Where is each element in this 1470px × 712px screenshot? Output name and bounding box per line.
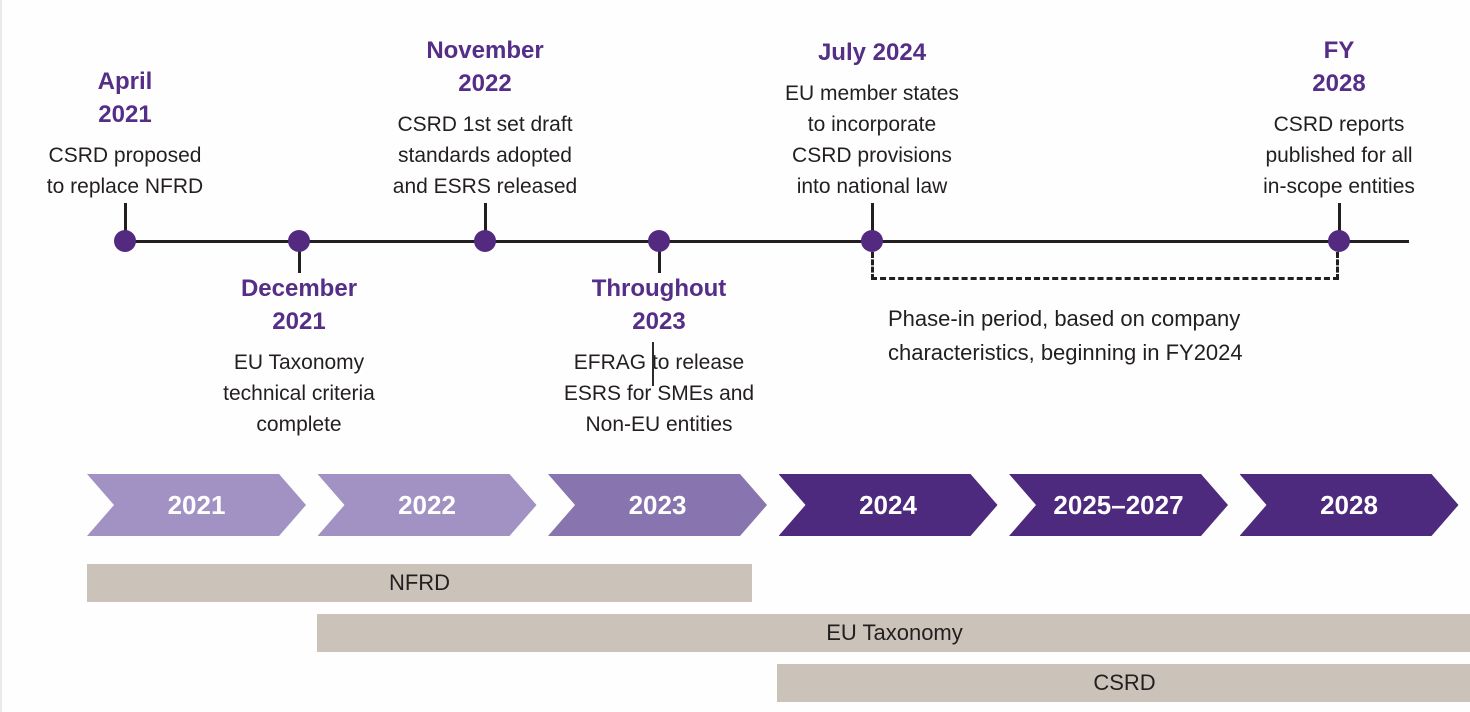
milestone-heading-line: 2021 xyxy=(272,308,326,335)
milestone-july-2024: July 2024 EU member states to incorporate C… xyxy=(717,36,1027,202)
chevron-label: 2025–2027 xyxy=(1053,489,1184,520)
milestone-heading-line: FY xyxy=(1323,37,1355,64)
year-chevron-2025–2027: 2025–2027 xyxy=(1009,474,1228,536)
milestone-body-line: standards adopted xyxy=(398,144,572,167)
milestone-heading-line: November xyxy=(426,37,544,64)
phase-in-label: Phase-in period, based on company charac… xyxy=(888,302,1243,370)
phase-in-label-line2: characteristics, beginning in FY2024 xyxy=(888,340,1243,365)
milestone-dot-throughout-2023 xyxy=(648,230,670,252)
milestone-heading-fy-2028: FY 2028 xyxy=(1184,34,1470,100)
milestone-body-line: CSRD provisions xyxy=(792,144,952,167)
milestone-dot-april-2021 xyxy=(114,230,136,252)
milestone-body-line: and ESRS released xyxy=(392,175,578,198)
milestone-tick-december-2021 xyxy=(297,241,301,273)
milestone-body-july-2024: EU member states to incorporate CSRD provi… xyxy=(717,78,1027,202)
milestone-heading-line: July 2024 xyxy=(817,39,927,66)
milestone-heading-line: 2023 xyxy=(632,308,686,335)
milestone-heading-throughout-2023: Throughout 2023 xyxy=(504,272,814,338)
milestone-december-2021: December 2021 EU Taxonomy technical criteri… xyxy=(144,272,454,440)
milestone-tick-april-2021 xyxy=(123,203,127,241)
milestone-heading-line: 2022 xyxy=(458,70,512,97)
milestone-body-line: to incorporate xyxy=(807,113,937,136)
phase-in-bracket xyxy=(871,252,1339,280)
milestone-dot-july-2024 xyxy=(861,230,883,252)
chevron-label: 2024 xyxy=(859,489,917,520)
milestone-tick-november-2022 xyxy=(483,203,487,241)
milestone-heading-november-2022: November 2022 xyxy=(330,34,640,100)
milestone-throughout-2023: Throughout 2023 EFRAG to release ESRS for S… xyxy=(504,272,814,440)
chevron-label: 2023 xyxy=(628,489,687,520)
milestone-body-line: EFRAG to release xyxy=(573,351,745,374)
chevron-label: 2028 xyxy=(1320,489,1378,520)
milestone-body-line: CSRD reports xyxy=(1273,113,1405,136)
milestone-heading-april-2021: April 2021 xyxy=(2,65,280,131)
milestone-body-line: complete xyxy=(256,413,342,436)
milestone-body-line: technical criteria xyxy=(223,382,375,405)
phase-in-label-line1: Phase-in period, based on company xyxy=(888,306,1241,331)
milestone-heading-line: December xyxy=(240,275,358,302)
milestone-heading-line: Throughout xyxy=(591,275,727,302)
year-chevron-2028: 2028 xyxy=(1240,474,1459,536)
duration-bar-csrd: CSRD xyxy=(777,664,1470,702)
milestone-heading-line: April xyxy=(97,68,153,95)
milestone-body-line: EU member states xyxy=(785,82,959,105)
milestone-dot-november-2022 xyxy=(474,230,496,252)
milestone-body-throughout-2023: EFRAG to release ESRS for SMEs and Non-EU … xyxy=(504,347,814,440)
duration-bar-nfrd: NFRD xyxy=(87,564,752,602)
duration-bar-label: CSRD xyxy=(1093,670,1156,695)
milestone-april-2021: April 2021 CSRD proposed to replace NFRD xyxy=(2,65,280,202)
duration-bar-label: NFRD xyxy=(388,570,451,595)
milestone-fy-2028: FY 2028 CSRD reports published for all in-sc… xyxy=(1184,34,1470,202)
milestone-body-line: to replace NFRD xyxy=(46,175,204,198)
milestone-dot-fy-2028 xyxy=(1328,230,1350,252)
milestone-body-december-2021: EU Taxonomy technical criteria complete xyxy=(144,347,454,440)
milestone-body-november-2022: CSRD 1st set draft standards adopted and E… xyxy=(330,109,640,202)
milestone-body-fy-2028: CSRD reports published for all in-scope en… xyxy=(1184,109,1470,202)
milestone-heading-july-2024: July 2024 xyxy=(717,36,1027,69)
timeline-axis xyxy=(125,240,1409,243)
text-cursor-artifact xyxy=(652,342,654,386)
year-chevron-2021: 2021 xyxy=(87,474,306,536)
year-chevron-2024: 2024 xyxy=(779,474,998,536)
year-chevron-2023: 2023 xyxy=(548,474,767,536)
milestone-dot-december-2021 xyxy=(288,230,310,252)
duration-bar-label: EU Taxonomy xyxy=(826,620,963,645)
milestone-body-line: Non-EU entities xyxy=(585,413,733,436)
milestone-heading-december-2021: December 2021 xyxy=(144,272,454,338)
milestone-body-line: published for all xyxy=(1265,144,1413,167)
milestone-tick-fy-2028 xyxy=(1337,203,1341,241)
milestone-body-line: ESRS for SMEs and xyxy=(563,382,755,405)
chevron-label: 2021 xyxy=(167,489,226,520)
milestone-body-line: CSRD proposed xyxy=(48,144,202,167)
milestone-heading-line: 2021 xyxy=(98,101,152,128)
milestone-tick-july-2024 xyxy=(870,203,874,241)
year-chevron-2022: 2022 xyxy=(318,474,537,536)
milestone-body-line: CSRD 1st set draft xyxy=(397,113,573,136)
chevron-label: 2022 xyxy=(398,489,456,520)
milestone-body-april-2021: CSRD proposed to replace NFRD xyxy=(2,140,280,202)
year-chevron-row: 2021 2022 2023 2024 2025–2027 2028 xyxy=(2,474,1470,536)
milestone-body-line: in-scope entities xyxy=(1263,175,1415,198)
milestone-heading-line: 2028 xyxy=(1312,70,1366,97)
milestone-body-line: into national law xyxy=(796,175,948,198)
duration-bar-eu-taxonomy: EU Taxonomy xyxy=(317,614,1470,652)
milestone-body-line: EU Taxonomy xyxy=(233,351,365,374)
milestone-november-2022: November 2022 CSRD 1st set draft standards … xyxy=(330,34,640,202)
milestone-tick-throughout-2023 xyxy=(657,241,661,273)
